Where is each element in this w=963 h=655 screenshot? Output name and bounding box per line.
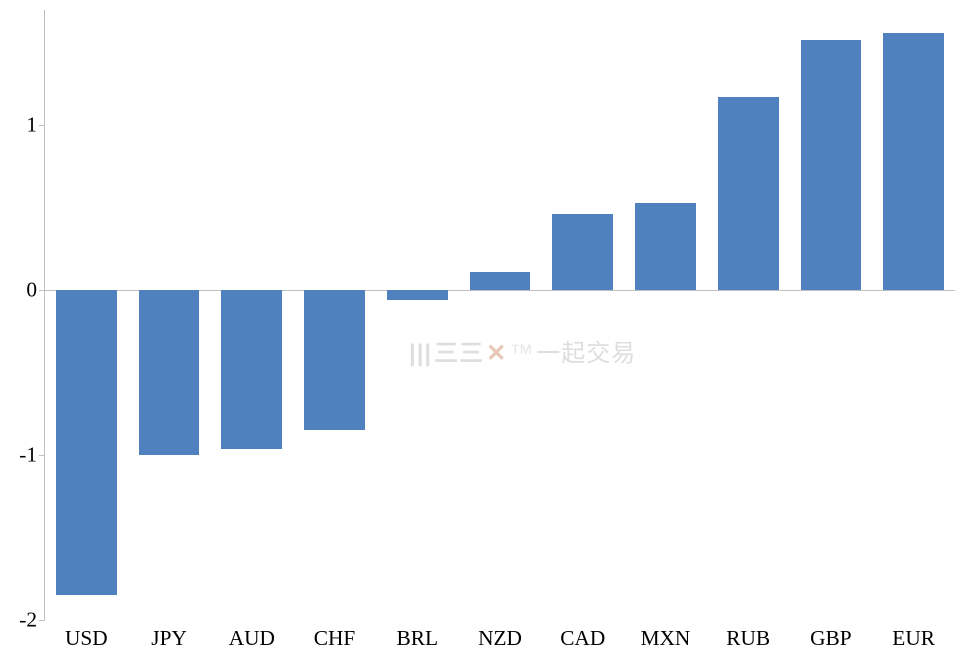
bar bbox=[139, 290, 200, 455]
watermark-segment: ||| bbox=[409, 342, 432, 366]
bar bbox=[718, 97, 779, 290]
x-tick-label: CHF bbox=[314, 620, 356, 651]
bar bbox=[635, 203, 696, 290]
bar bbox=[552, 214, 613, 290]
x-tick-label: JPY bbox=[151, 620, 187, 651]
y-tick-mark bbox=[39, 455, 45, 456]
bar bbox=[801, 40, 862, 291]
bar bbox=[304, 290, 365, 430]
x-tick-label: RUB bbox=[726, 620, 770, 651]
watermark: |||三三✕™一起交易 bbox=[409, 342, 636, 366]
x-tick-label: USD bbox=[65, 620, 108, 651]
x-tick-label: CAD bbox=[560, 620, 605, 651]
bar bbox=[387, 290, 448, 300]
bar bbox=[470, 272, 531, 290]
watermark-segment: 一起交易 bbox=[536, 342, 636, 366]
x-tick-label: MXN bbox=[641, 620, 691, 651]
bar bbox=[56, 290, 117, 595]
currency-bar-chart: -2-101USDJPYAUDCHFBRLNZDCADMXNRUBGBPEUR|… bbox=[0, 0, 963, 655]
y-axis-line bbox=[44, 10, 45, 620]
x-tick-label: EUR bbox=[892, 620, 935, 651]
x-tick-label: GBP bbox=[810, 620, 852, 651]
y-tick-mark bbox=[39, 125, 45, 126]
watermark-segment: ™ bbox=[509, 342, 534, 366]
bar bbox=[883, 33, 944, 290]
bar bbox=[221, 290, 282, 448]
y-tick-mark bbox=[39, 620, 45, 621]
watermark-segment: 三三 bbox=[434, 342, 484, 366]
x-tick-label: BRL bbox=[397, 620, 438, 651]
x-tick-label: NZD bbox=[478, 620, 522, 651]
watermark-segment: ✕ bbox=[486, 342, 507, 366]
x-tick-label: AUD bbox=[229, 620, 275, 651]
plot-area: -2-101USDJPYAUDCHFBRLNZDCADMXNRUBGBPEUR|… bbox=[45, 10, 955, 620]
